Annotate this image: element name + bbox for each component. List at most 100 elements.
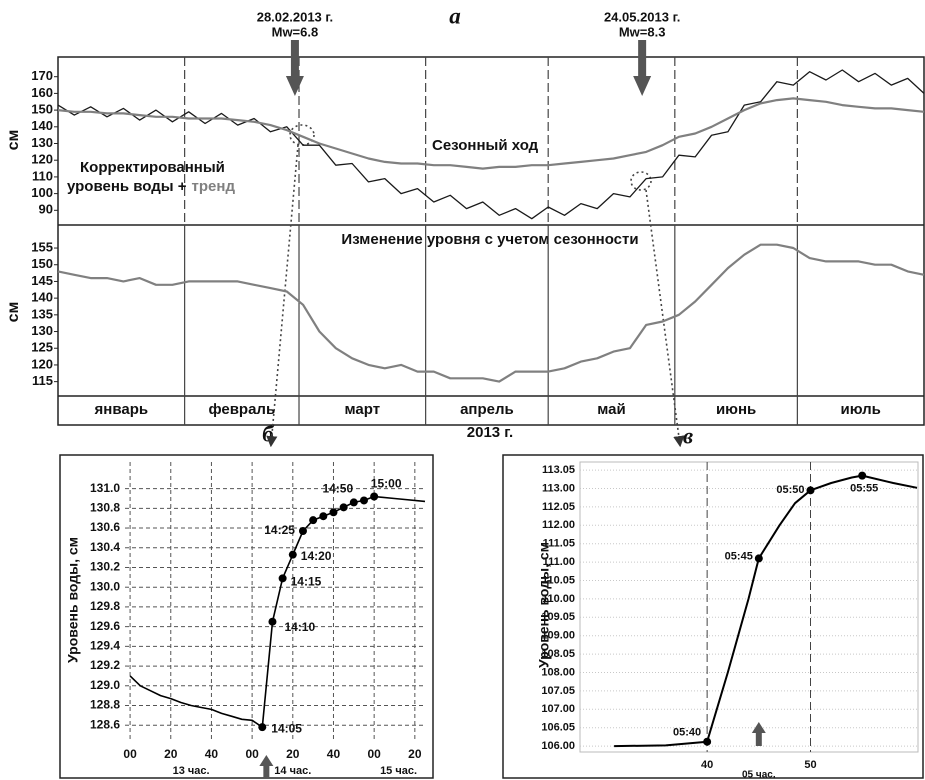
event-arrow (285, 40, 304, 96)
y-axis-label: см (5, 130, 22, 151)
event-date: 24.05.2013 г. (604, 9, 680, 24)
x-tick-label: июль (840, 401, 880, 418)
data-point (268, 617, 277, 626)
y-tick-label: 128.8 (90, 698, 120, 712)
panel-c-frame (502, 454, 924, 779)
data-label: 14:20 (301, 549, 332, 563)
y-tick-label: 110.00 (542, 593, 575, 605)
data-point (806, 486, 815, 495)
event-arrow (633, 40, 652, 96)
data-point (703, 737, 712, 746)
y-tick-label: 110 (32, 168, 53, 183)
y-tick-label: 160 (31, 85, 53, 100)
x-tick-label: 00 (123, 747, 137, 761)
x-tick-label: 20 (164, 747, 178, 761)
y-tick-label: 170 (31, 68, 53, 83)
connector (266, 144, 299, 448)
y-tick-label: 130.6 (90, 520, 120, 534)
data-line (57, 97, 925, 170)
data-label: 14:05 (271, 721, 302, 735)
y-tick-label: 129.4 (90, 639, 120, 653)
data-point (278, 574, 287, 583)
x-tick-label: 40 (205, 747, 219, 761)
y-tick-label: 113.05 (542, 464, 575, 476)
x-axis-label: 2013 г. (467, 424, 513, 441)
y-tick-label: 140 (31, 118, 53, 133)
annotation: Корректированный (80, 159, 225, 176)
y-tick-label: 131.0 (90, 481, 120, 495)
data-point (288, 550, 297, 559)
y-tick-label: 120 (31, 356, 53, 371)
y-tick-label: 140 (31, 290, 53, 305)
y-tick-label: 107.00 (541, 703, 575, 715)
highlight-ellipse (630, 171, 652, 191)
data-line (614, 474, 918, 748)
y-tick-label: 130 (31, 323, 53, 338)
data-point (754, 554, 763, 563)
x-group-label: 15 час. (380, 765, 417, 777)
y-tick-label: 106.00 (541, 740, 575, 752)
highlight-ellipse (289, 124, 315, 146)
y-tick-label: 155 (31, 239, 53, 254)
data-point (298, 527, 307, 536)
y-tick-label: 129.2 (90, 658, 120, 672)
data-label: 15:00 (371, 477, 402, 491)
panel-a-frame (57, 56, 925, 426)
data-label: 14:50 (322, 482, 353, 496)
y-tick-label: 130.8 (90, 501, 120, 515)
x-tick-label: 20 (408, 747, 422, 761)
x-tick-label: июнь (716, 401, 756, 418)
data-point (370, 492, 379, 501)
panel-c-plot (579, 461, 919, 753)
y-tick-label: 112.05 (542, 501, 575, 513)
event-magnitude: Mw=8.3 (619, 24, 666, 39)
data-label: 14:25 (264, 523, 295, 537)
data-point (339, 503, 348, 512)
y-tick-label: 128.6 (90, 717, 120, 731)
y-tick-label: 129.8 (90, 599, 120, 613)
x-tick-label: 40 (327, 747, 341, 761)
data-label: 05:40 (673, 727, 701, 739)
data-point (319, 512, 328, 521)
data-label: 14:10 (284, 620, 315, 634)
data-point (349, 498, 358, 507)
y-tick-label: 112.00 (542, 519, 575, 531)
panel-letter: а (449, 3, 461, 28)
x-tick-label: 00 (367, 747, 381, 761)
data-point (858, 471, 867, 480)
annotation: тренд (192, 178, 236, 195)
y-tick-label: 109.05 (541, 611, 575, 623)
y-tick-label: 129.0 (90, 678, 120, 692)
data-label: 05:50 (776, 484, 804, 496)
x-group-label: 14 час. (274, 765, 311, 777)
x-tick-label: 50 (804, 759, 816, 771)
y-tick-label: 109.00 (541, 630, 575, 642)
data-line (57, 69, 925, 220)
y-tick-label: 150 (31, 256, 53, 271)
annotation: уровень воды + тренд (67, 178, 235, 195)
panel-b-frame (59, 454, 434, 779)
data-point (359, 496, 368, 505)
data-point (258, 723, 267, 732)
y-axis-label: см (5, 302, 22, 323)
data-point (329, 508, 338, 517)
y-axis-label: Уровень воды, см (65, 537, 81, 663)
y-tick-label: 129.6 (90, 619, 120, 633)
y-tick-label: 106.05 (541, 722, 575, 734)
data-label: 14:15 (291, 574, 322, 588)
x-tick-label: 20 (286, 747, 300, 761)
y-tick-label: 107.05 (541, 685, 575, 697)
x-tick-label: февраль (208, 401, 275, 418)
x-tick-label: 00 (245, 747, 259, 761)
y-tick-label: 100 (31, 185, 53, 200)
y-tick-label: 111.00 (543, 556, 575, 568)
y-tick-label: 108.00 (541, 666, 575, 678)
y-tick-label: 90 (39, 202, 53, 217)
annotation: Сезонный ход (432, 137, 539, 154)
y-tick-label: 108.05 (541, 648, 575, 660)
event-arrow (259, 755, 274, 778)
y-tick-label: 135 (31, 306, 53, 321)
annotation: уровень воды + (67, 178, 187, 195)
